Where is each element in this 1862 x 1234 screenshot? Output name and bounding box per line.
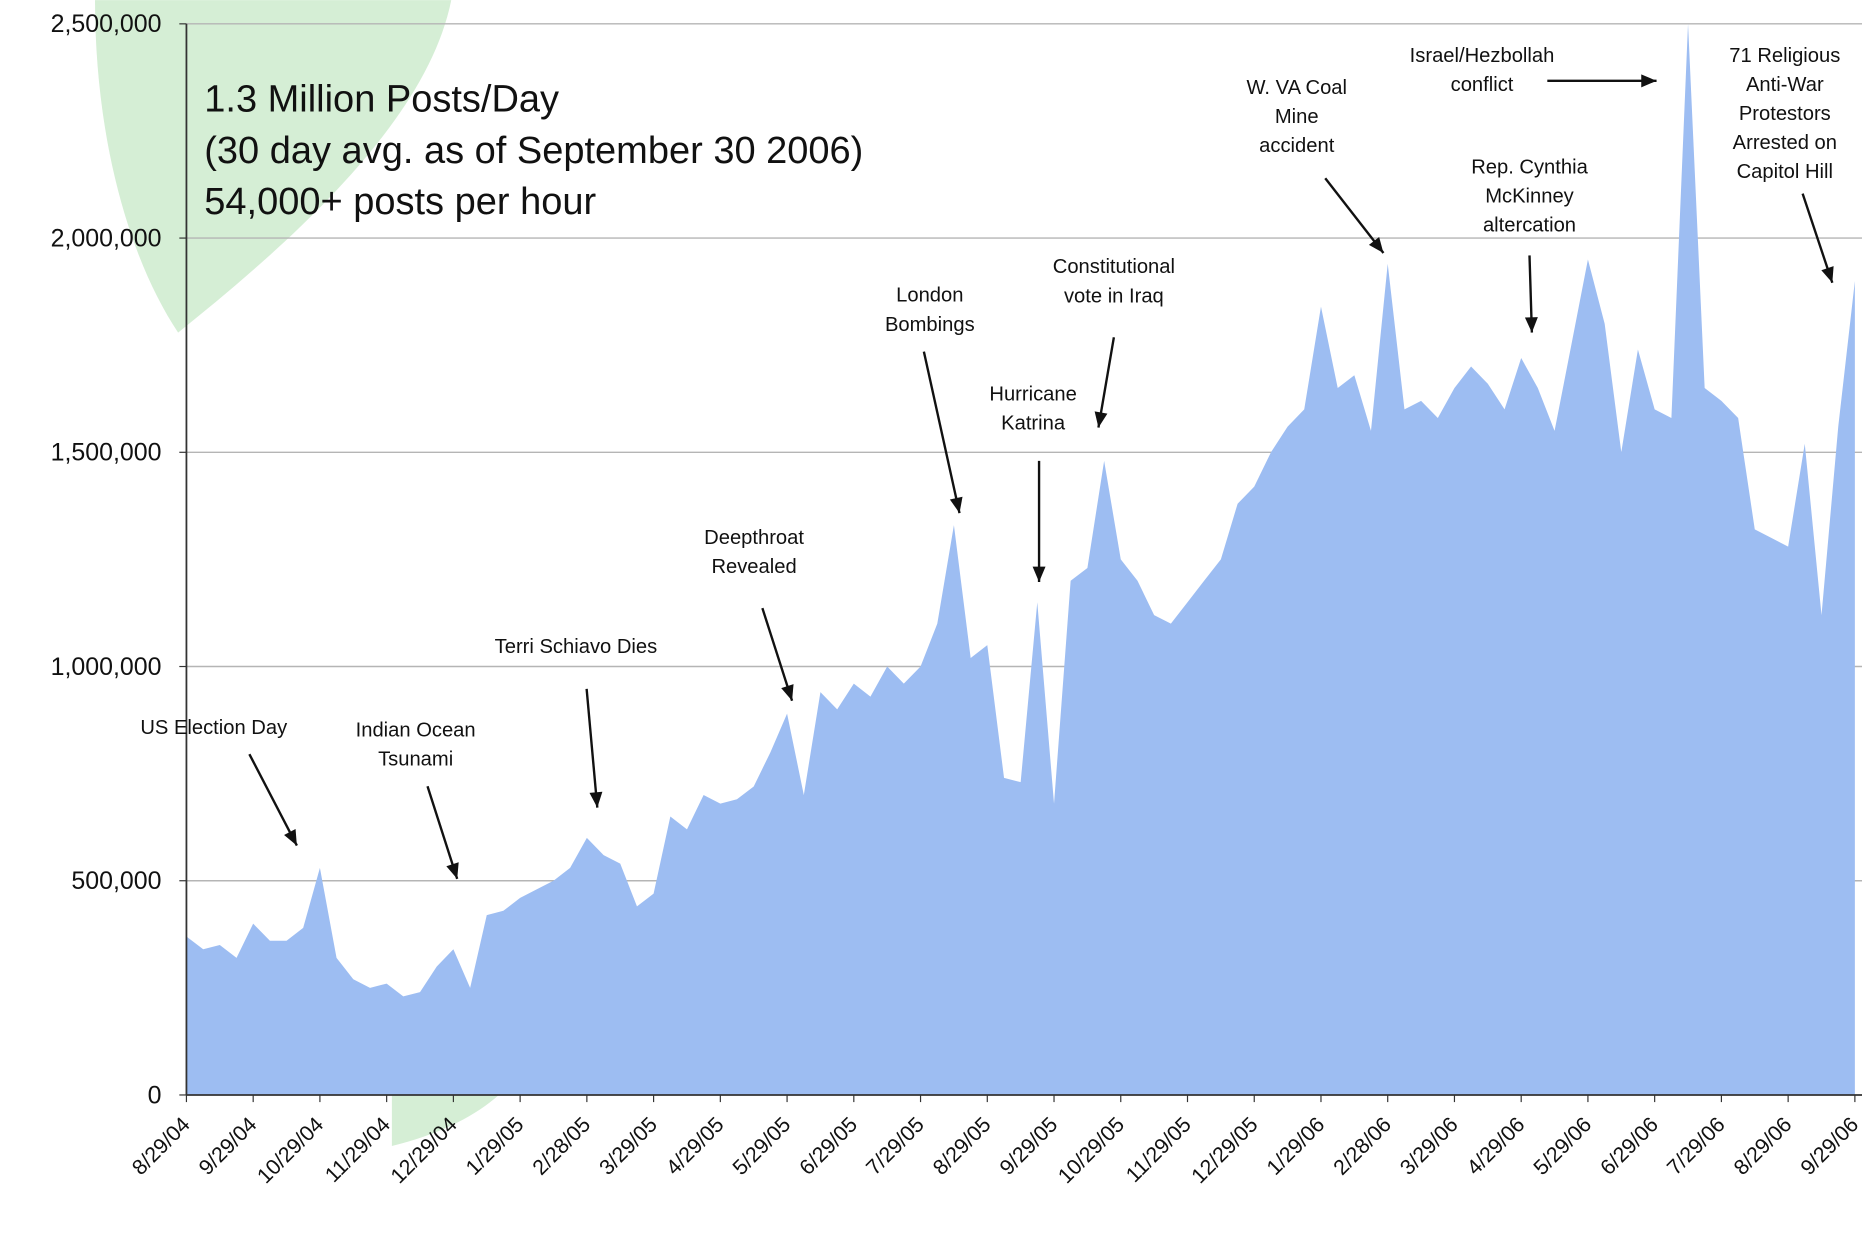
x-tick-label: 9/29/06 [1796, 1112, 1862, 1179]
annotation: altercation [1483, 215, 1576, 237]
chart-title: 1.3 Million Posts/Day [204, 79, 559, 121]
x-tick-label: 8/29/06 [1729, 1112, 1796, 1179]
annotation: London [896, 285, 963, 307]
arrow-head [1032, 566, 1046, 582]
arrow-head [1821, 266, 1834, 283]
chart-subtitle: 54,000+ posts per hour [204, 181, 596, 223]
annotation: Indian Ocean [356, 719, 476, 741]
annotation: Arrested on [1733, 132, 1837, 154]
annotation-arrow [426, 785, 459, 880]
x-tick-label: 3/29/06 [1395, 1112, 1462, 1179]
x-tick-label: 7/29/06 [1662, 1112, 1729, 1179]
x-tick-label: 2/28/05 [528, 1112, 595, 1179]
annotation: Hurricane [989, 383, 1076, 405]
x-tick-label: 9/29/04 [194, 1112, 261, 1179]
annotation: Terri Schiavo Dies [495, 636, 658, 658]
background-decoration [391, 1094, 499, 1147]
arrow-head [284, 829, 297, 846]
arrow-head [446, 862, 459, 879]
x-tick-label: 10/29/05 [1053, 1112, 1129, 1188]
arrow-head [1094, 411, 1108, 428]
area [186, 23, 1855, 1095]
chart-subtitle: (30 day avg. as of September 30 2006) [204, 130, 863, 172]
x-tick-label: 4/29/05 [661, 1112, 728, 1179]
arrow-head [1524, 317, 1538, 333]
annotation: Mine [1275, 106, 1319, 128]
x-tick-label: 6/29/05 [795, 1112, 862, 1179]
annotation: Revealed [711, 556, 796, 578]
x-tick-label: 8/29/04 [127, 1112, 194, 1179]
x-tick-label: 9/29/05 [995, 1112, 1062, 1179]
x-tick-label: 3/29/05 [595, 1112, 662, 1179]
y-tick-label: 2,500,000 [51, 10, 162, 38]
background-decoration [95, 0, 452, 333]
y-tick-label: 1,500,000 [51, 439, 162, 467]
annotation: Tsunami [378, 748, 453, 770]
y-tick-label: 2,000,000 [51, 224, 162, 252]
x-tick-label: 5/29/05 [728, 1112, 795, 1179]
x-tick-label: 1/29/06 [1262, 1112, 1329, 1179]
y-tick-label: 0 [148, 1081, 162, 1109]
annotation: Capitol Hill [1737, 161, 1833, 183]
x-tick-label: 11/29/04 [320, 1112, 395, 1187]
arrow-head [949, 496, 963, 514]
annotation: accident [1259, 135, 1335, 157]
annotation: McKinney [1485, 186, 1574, 208]
x-tick-label: 11/29/05 [1121, 1112, 1196, 1187]
annotation: Katrina [1001, 412, 1066, 434]
annotation-arrow [1801, 193, 1834, 284]
annotation: Constitutional [1053, 256, 1175, 278]
y-tick-label: 1,000,000 [51, 653, 162, 681]
x-tick-label: 10/29/04 [252, 1112, 328, 1188]
x-tick-label: 1/29/05 [461, 1112, 528, 1179]
arrow-head [1368, 236, 1384, 254]
annotation: Anti-War [1746, 74, 1824, 96]
annotation: conflict [1451, 74, 1514, 96]
x-tick-label: 6/29/06 [1596, 1112, 1663, 1179]
annotation: Israel/Hezbollah [1410, 45, 1555, 67]
annotation: vote in Iraq [1064, 285, 1164, 307]
annotation: Deepthroat [704, 527, 804, 549]
x-tick-label: 4/29/06 [1462, 1112, 1529, 1179]
x-tick-label: 5/29/06 [1529, 1112, 1596, 1179]
arrow-head [781, 684, 794, 701]
arrow-head [589, 791, 603, 808]
annotation-arrow [585, 688, 599, 808]
arrow-head [1641, 74, 1657, 88]
annotation: Rep. Cynthia [1471, 156, 1588, 178]
annotation-arrow [1324, 177, 1385, 254]
x-tick-label: 8/29/05 [928, 1112, 995, 1179]
annotation: Protestors [1739, 103, 1831, 125]
annotation-arrow [922, 351, 961, 514]
annotation: Bombings [885, 314, 975, 336]
annotations: US Election Day Indian Ocean Tsunami Terri … [140, 45, 1840, 880]
annotation: US Election Day [140, 717, 288, 739]
annotation-arrow [761, 607, 794, 702]
annotation: W. VA Coal [1246, 77, 1347, 99]
x-tick-label: 2/28/06 [1329, 1112, 1396, 1179]
x-tick-label: 7/29/05 [861, 1112, 928, 1179]
y-tick-label: 500,000 [71, 867, 161, 895]
annotation: 71 Religious [1729, 45, 1840, 67]
plot [186, 23, 1855, 1095]
x-tick-label: 12/29/05 [1187, 1112, 1263, 1188]
annotation-arrow [248, 753, 298, 847]
